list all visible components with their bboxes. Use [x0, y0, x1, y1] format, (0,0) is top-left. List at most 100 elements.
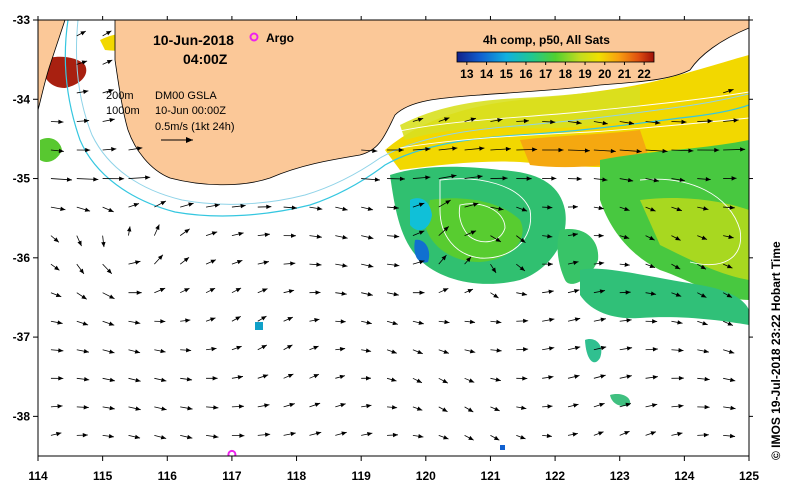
velocity-arrow: [593, 233, 604, 238]
velocity-arrow: [50, 404, 63, 409]
velocity-arrow: [102, 88, 114, 94]
velocity-arrow: [619, 262, 630, 267]
velocity-arrow: [671, 206, 683, 212]
velocity-arrow: [361, 263, 374, 268]
velocity-arrow: [386, 320, 398, 326]
velocity-arrow: [464, 377, 475, 383]
colorbar-tick-label: 15: [500, 67, 514, 81]
velocity-arrows: [50, 30, 746, 441]
velocity-arrow: [490, 406, 500, 412]
velocity-arrow: [76, 118, 90, 124]
velocity-arrow: [50, 348, 64, 353]
velocity-arrow: [205, 259, 217, 265]
velocity-arrow: [283, 233, 297, 238]
velocity-arrow: [179, 257, 190, 265]
velocity-arrow: [335, 346, 346, 352]
velocity-arrow: [387, 405, 398, 410]
velocity-arrow: [697, 206, 709, 211]
velocity-arrow: [154, 254, 164, 265]
velocity-arrow: [154, 200, 167, 208]
velocity-arrow: [671, 376, 684, 381]
argo-float-marker: [227, 449, 237, 456]
velocity-arrow: [76, 292, 87, 300]
velocity-arrow: [102, 434, 115, 439]
velocity-arrow: [593, 177, 608, 182]
velocity-arrow: [619, 120, 635, 126]
velocity-arrow: [361, 320, 372, 325]
velocity-arrow: [309, 206, 323, 211]
colorbar-tick-label: 14: [480, 67, 494, 81]
velocity-arrow: [128, 406, 141, 411]
velocity-arrow: [283, 402, 295, 408]
velocity-arrow: [671, 148, 694, 153]
velocity-arrow: [645, 148, 668, 154]
velocity-arrow: [335, 431, 347, 436]
velocity-arrow: [567, 345, 581, 351]
velocity-arrow: [361, 403, 372, 409]
velocity-arrow: [723, 118, 739, 123]
velocity-arrow: [722, 292, 733, 298]
velocity-arrow: [438, 349, 450, 354]
velocity-arrow: [335, 235, 348, 240]
velocity-arrow: [722, 320, 734, 326]
velocity-arrow: [697, 404, 710, 410]
velocity-arrow: [361, 235, 374, 240]
velocity-arrow: [231, 260, 243, 265]
velocity-arrow: [257, 432, 271, 437]
velocity-arrow: [412, 349, 423, 355]
velocity-arrow: [309, 345, 319, 351]
y-tick-label: -35: [13, 172, 31, 186]
velocity-arrow: [412, 146, 431, 152]
velocity-arrow: [180, 406, 193, 411]
velocity-arrow: [102, 59, 113, 65]
velocity-arrow: [386, 291, 399, 297]
velocity-arrow: [309, 262, 322, 267]
velocity-arrow: [154, 319, 166, 324]
velocity-arrow: [671, 119, 687, 125]
velocity-arrow: [154, 406, 167, 411]
velocity-arrow: [645, 235, 655, 241]
velocity-arrow: [671, 292, 682, 297]
velocity-arrow: [386, 262, 400, 268]
velocity-arrow: [645, 403, 658, 408]
velocity-arrow: [464, 349, 476, 354]
colorbar-tick-label: 22: [637, 67, 651, 81]
velocity-arrow: [128, 290, 142, 295]
velocity-arrow: [516, 118, 529, 124]
velocity-arrow: [516, 147, 538, 152]
velocity-arrow: [101, 235, 106, 248]
velocity-arrow: [206, 346, 217, 352]
velocity-arrow: [102, 405, 115, 411]
velocity-arrow: [154, 348, 166, 354]
velocity-arrow: [723, 205, 735, 210]
velocity-arrow: [309, 373, 320, 379]
plot-frame: [37, 19, 750, 457]
velocity-arrow: [516, 235, 526, 244]
velocity-arrow: [697, 177, 711, 182]
velocity-arrow: [387, 234, 400, 239]
x-tick-label: 119: [352, 469, 372, 483]
velocity-arrow: [567, 288, 580, 294]
velocity-arrow: [361, 376, 372, 381]
velocity-arrow: [76, 206, 91, 212]
x-tick-label: 117: [222, 469, 242, 483]
y-axis: -33 -34 -35 -36 -37 -38: [13, 13, 753, 423]
velocity-arrow: [206, 376, 218, 381]
velocity-arrow: [180, 434, 193, 440]
x-tick-label: 121: [480, 469, 500, 483]
velocity-arrow: [283, 289, 295, 294]
x-tick-label: 118: [287, 469, 307, 483]
velocity-arrow: [464, 117, 477, 122]
velocity-arrow: [412, 320, 424, 325]
velocity-arrow: [76, 405, 89, 410]
velocity-arrow: [102, 377, 116, 383]
legend-velocity-scale: 0.5m/s (1kt 24h): [155, 121, 234, 133]
velocity-arrow: [542, 234, 553, 239]
velocity-arrow: [257, 344, 268, 351]
velocity-arrow: [645, 291, 657, 296]
velocity-arrow: [697, 376, 710, 382]
velocity-arrow: [619, 177, 634, 183]
velocity-arrow: [231, 316, 241, 322]
velocity-arrow: [412, 406, 423, 411]
velocity-arrow: [76, 377, 90, 382]
